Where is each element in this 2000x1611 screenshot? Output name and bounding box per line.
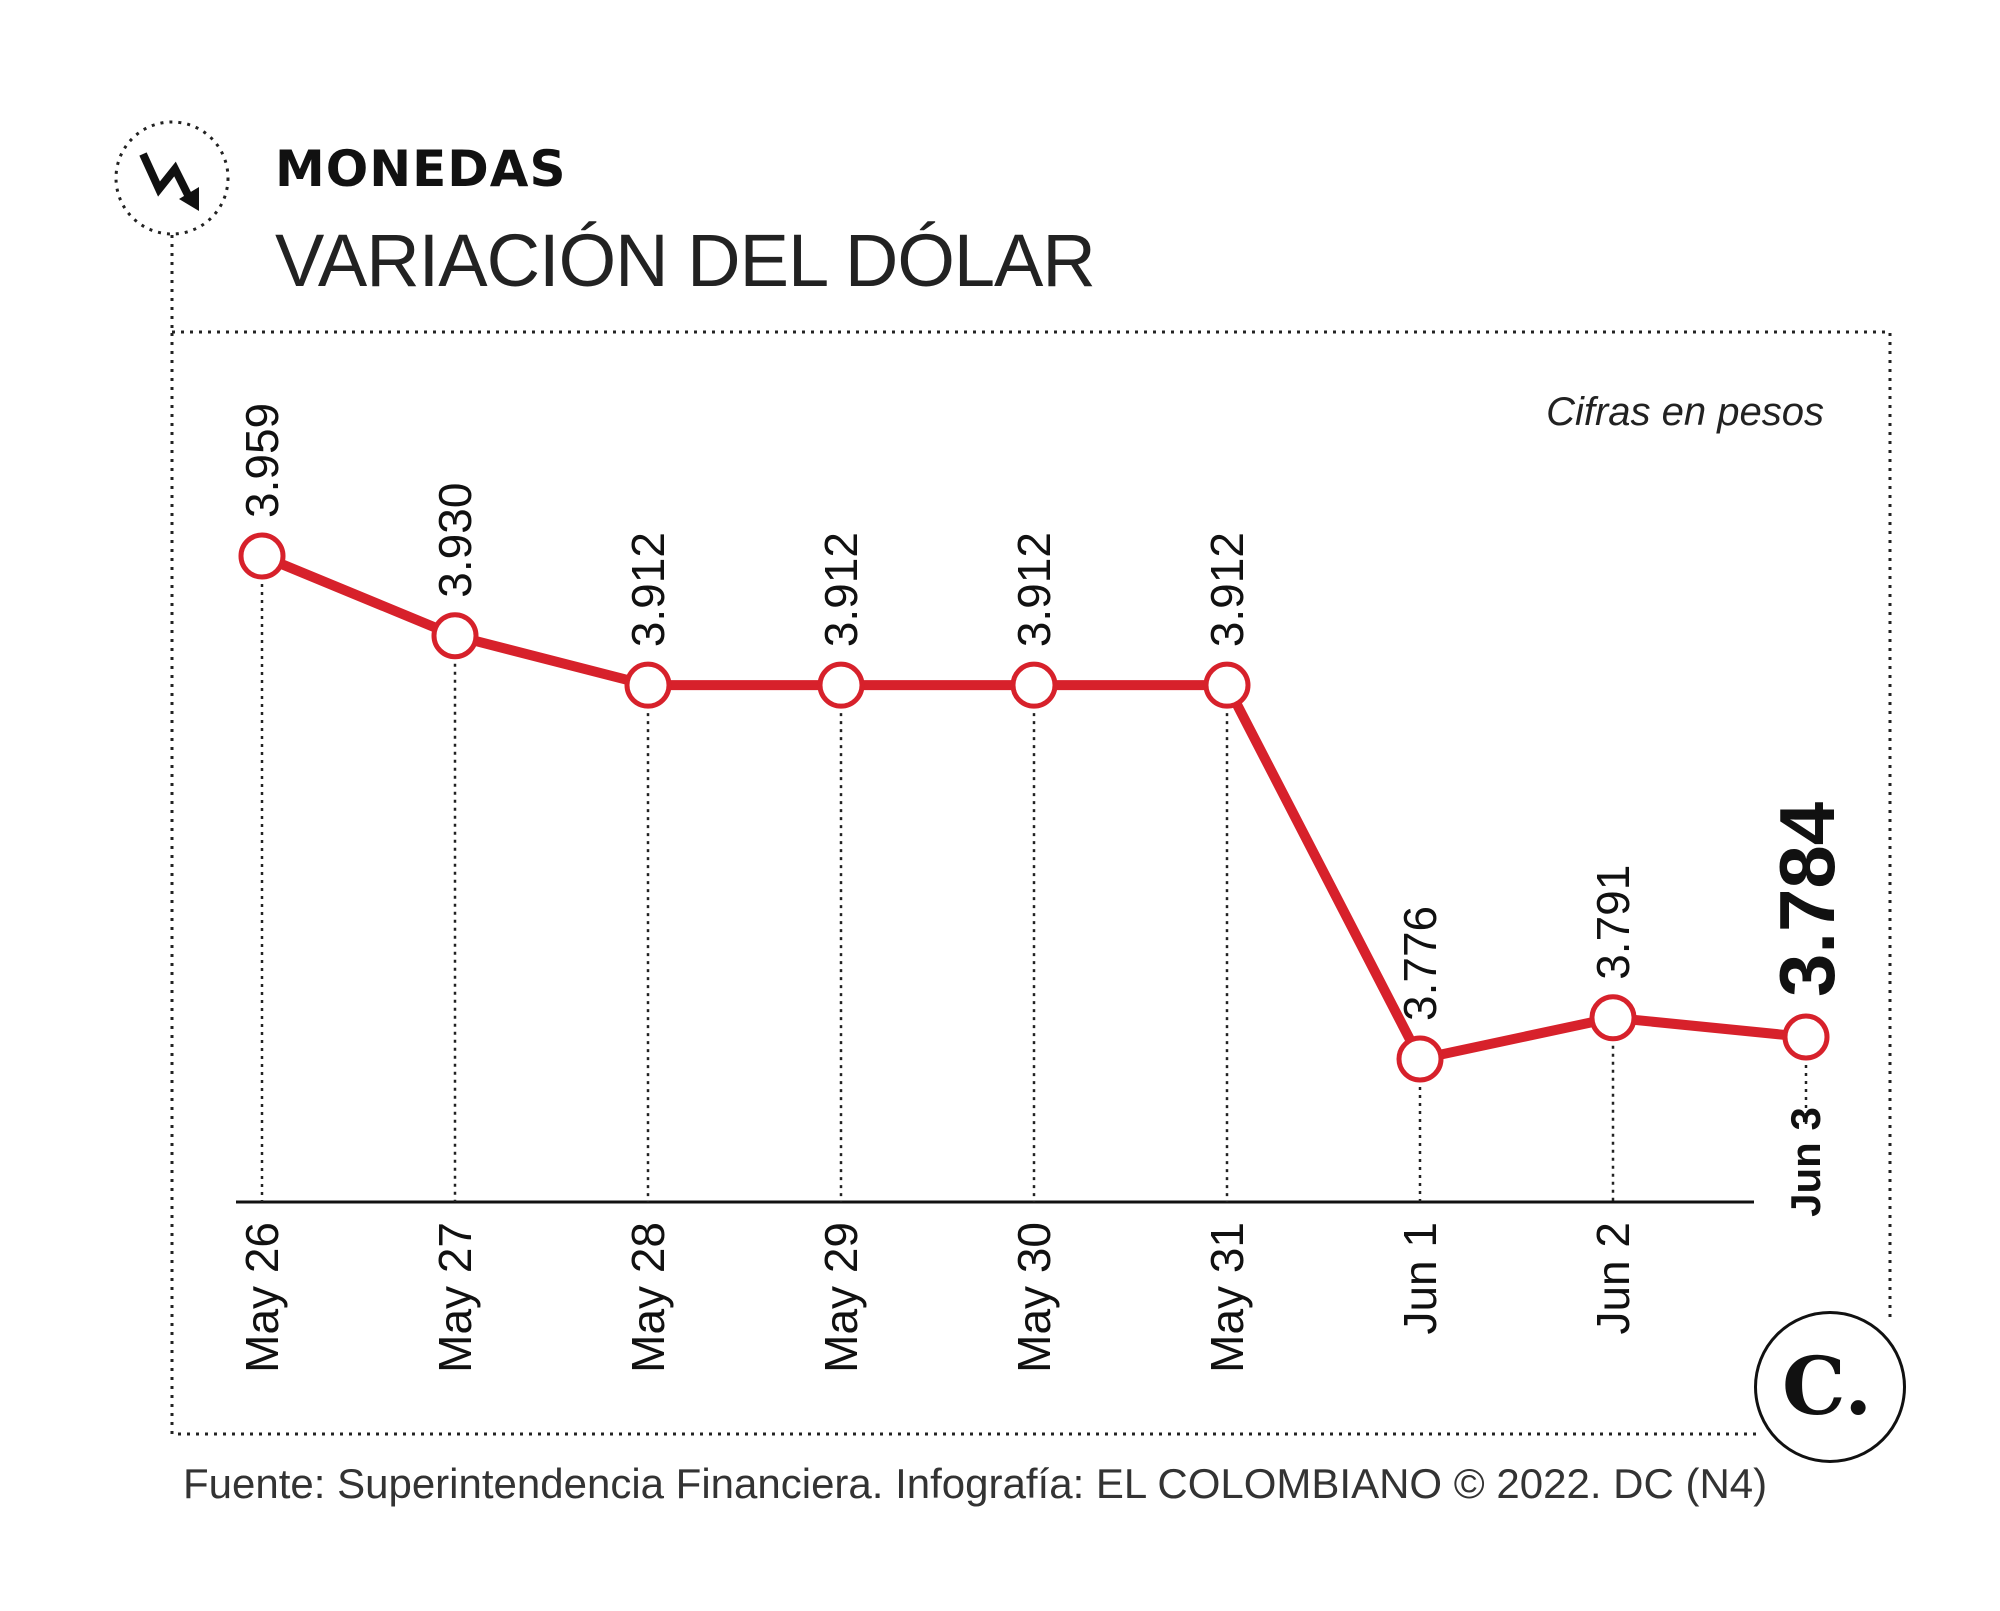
data-point	[817, 661, 865, 709]
data-point	[238, 532, 286, 580]
value-label: 3.912	[1008, 532, 1060, 647]
x-tick-label: May 28	[622, 1222, 674, 1373]
x-tick-label: Jun 1	[1394, 1222, 1446, 1335]
value-label: 3.791	[1587, 865, 1639, 980]
data-point	[624, 661, 672, 709]
source-credit: Fuente: Superintendencia Financiera. Inf…	[183, 1460, 1768, 1507]
chart-title: VARIACIÓN DEL DÓLAR	[275, 219, 1096, 302]
x-tick-label: May 29	[815, 1222, 867, 1373]
value-label: 3.959	[236, 403, 288, 518]
data-point	[1589, 994, 1637, 1042]
units-note: Cifras en pesos	[1546, 390, 1824, 434]
data-point	[1203, 661, 1251, 709]
value-label: 3.912	[622, 532, 674, 647]
x-tick-label: Jun 2	[1587, 1222, 1639, 1335]
value-label: 3.930	[429, 483, 481, 598]
value-label: 3.912	[1201, 532, 1253, 647]
x-tick-label: May 30	[1008, 1222, 1060, 1373]
el-colombiano-logo-icon: C.	[1754, 1311, 1906, 1463]
svg-text:C.: C.	[1782, 1339, 1872, 1433]
chart-frame	[170, 330, 1892, 1436]
data-point	[1396, 1035, 1444, 1083]
value-label: 3.776	[1394, 906, 1446, 1021]
section-label: MONEDAS	[275, 140, 567, 198]
value-label: 3.912	[815, 532, 867, 647]
data-point	[431, 612, 479, 660]
trend-down-arrow-icon	[113, 119, 231, 237]
x-tick-label: May 31	[1201, 1222, 1253, 1373]
x-tick-label: Jun 3	[1782, 1107, 1829, 1217]
data-point	[1010, 661, 1058, 709]
data-point	[1782, 1013, 1830, 1061]
x-tick-label: May 26	[236, 1222, 288, 1373]
x-tick-label: May 27	[429, 1222, 481, 1373]
value-label: 3.784	[1763, 802, 1851, 997]
